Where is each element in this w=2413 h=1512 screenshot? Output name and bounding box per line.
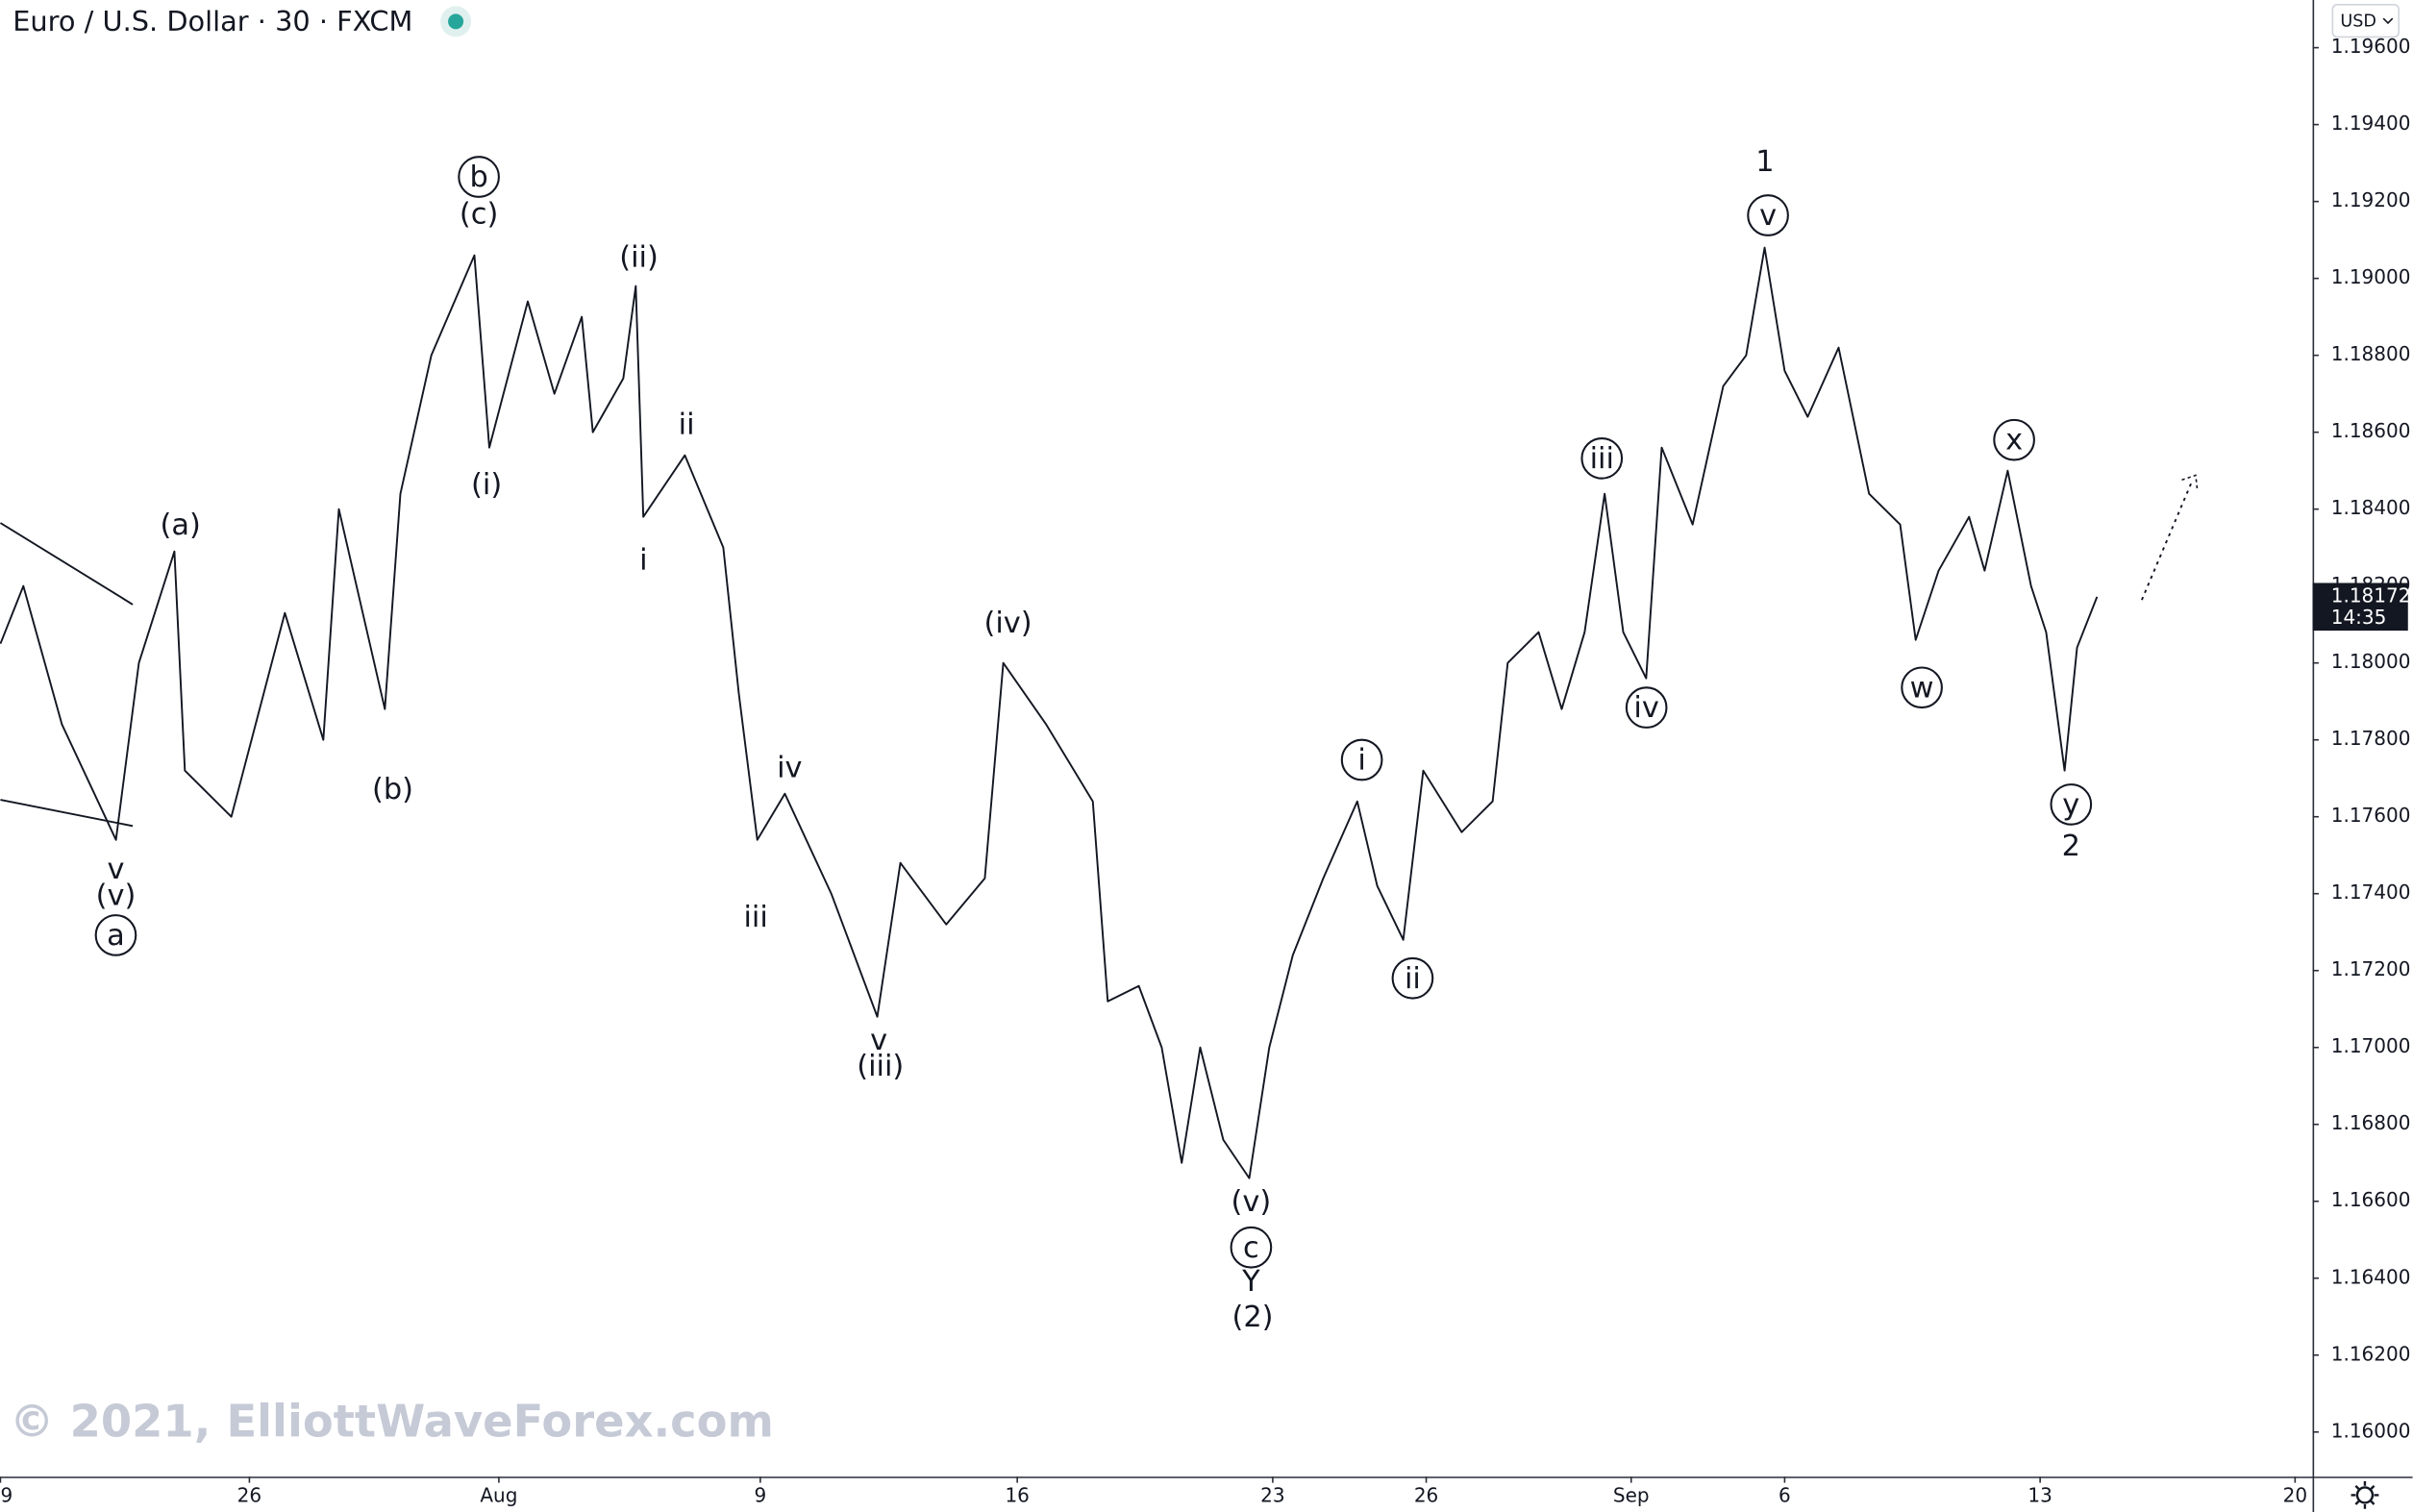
wave-label: v bbox=[1759, 199, 1777, 233]
y-tick-label: 1.16400 bbox=[2331, 1265, 2411, 1288]
chart-title: Euro / U.S. Dollar · 30 · FXCM bbox=[12, 5, 412, 37]
trendline bbox=[0, 799, 134, 828]
y-tick-label: 1.16000 bbox=[2331, 1419, 2411, 1442]
wave-circle bbox=[1580, 437, 1624, 480]
wave-label: (i) bbox=[471, 468, 502, 502]
currency-label[interactable]: USD bbox=[2340, 12, 2376, 31]
wave-label: a bbox=[107, 919, 125, 953]
y-tick-label: 1.19200 bbox=[2331, 188, 2411, 211]
settings-gear[interactable] bbox=[2351, 1480, 2379, 1509]
currency-button[interactable] bbox=[2331, 4, 2400, 38]
wave-label: ii bbox=[679, 409, 695, 442]
y-tick-label: 1.19600 bbox=[2331, 35, 2411, 58]
price-line bbox=[0, 246, 2099, 1179]
projection-arrow bbox=[2141, 479, 2194, 601]
wave-label: (2) bbox=[1231, 1301, 1273, 1334]
wave-label: i bbox=[639, 544, 647, 578]
wave-circle bbox=[1391, 956, 1434, 1000]
wave-circle bbox=[1340, 738, 1383, 781]
wave-label: iv bbox=[1633, 691, 1658, 725]
wave-circle bbox=[1230, 1226, 1273, 1269]
wave-label: (a) bbox=[160, 508, 200, 542]
wave-circle bbox=[1993, 418, 2035, 461]
x-tick-label: 13 bbox=[2027, 1483, 2052, 1506]
status-dot bbox=[448, 13, 464, 30]
wave-label: iv bbox=[777, 752, 802, 785]
trendline bbox=[0, 522, 134, 606]
wave-label: y bbox=[2062, 788, 2079, 822]
x-tick-label: 6 bbox=[1779, 1483, 1791, 1506]
price-tag bbox=[2312, 582, 2408, 632]
title-background bbox=[6, 3, 472, 43]
y-tick-label: 1.16200 bbox=[2331, 1342, 2411, 1365]
wave-label: 2 bbox=[2062, 830, 2080, 863]
x-tick-label: 20 bbox=[2283, 1483, 2307, 1506]
wave-circle bbox=[1901, 666, 1943, 709]
gear-ring[interactable] bbox=[2355, 1486, 2375, 1504]
wave-circle bbox=[94, 914, 137, 956]
wave-label: w bbox=[1910, 671, 1934, 705]
projection-arrowhead bbox=[2181, 474, 2199, 489]
wave-label: (ii) bbox=[619, 240, 659, 274]
y-tick-label: 1.18400 bbox=[2331, 496, 2411, 519]
y-tick-label: 1.17600 bbox=[2331, 804, 2411, 827]
price-tag-countdown: 14:35 bbox=[2331, 606, 2387, 629]
wave-label: (b) bbox=[372, 773, 413, 806]
wave-circle bbox=[458, 156, 500, 198]
wave-label: (iii) bbox=[857, 1050, 904, 1083]
wave-label: x bbox=[2005, 424, 2023, 458]
x-tick-label: 26 bbox=[1414, 1483, 1438, 1506]
y-tick-label: 1.17400 bbox=[2331, 880, 2411, 904]
wave-label: i bbox=[1357, 744, 1365, 778]
wave-circle bbox=[1625, 686, 1668, 729]
y-tick-label: 1.18800 bbox=[2331, 342, 2411, 365]
gear-teeth[interactable] bbox=[2351, 1480, 2379, 1509]
x-tick-label: 26 bbox=[237, 1483, 261, 1506]
wave-label: iii bbox=[1590, 442, 1614, 476]
x-tick-label: Sep bbox=[1613, 1483, 1650, 1506]
wave-label: Y bbox=[1241, 1265, 1260, 1299]
wave-label: v bbox=[107, 853, 124, 886]
y-tick-label: 1.18600 bbox=[2331, 419, 2411, 442]
x-tick-label: 19 bbox=[0, 1483, 12, 1506]
wave-label: iii bbox=[743, 901, 767, 934]
x-tick-label: Aug bbox=[480, 1483, 517, 1506]
watermark: © 2021, ElliottWaveForex.com bbox=[10, 1395, 774, 1447]
wave-label: (iv) bbox=[983, 607, 1032, 640]
wave-label: (c) bbox=[460, 198, 498, 232]
price-tag-value: 1.18172 bbox=[2331, 583, 2411, 607]
wave-label: ii bbox=[1405, 962, 1421, 996]
wave-label: (v) bbox=[96, 879, 137, 912]
wave-label: v bbox=[870, 1024, 887, 1057]
y-tick-label: 1.17000 bbox=[2331, 1034, 2411, 1057]
y-tick-label: 1.18000 bbox=[2331, 650, 2411, 673]
wave-circle bbox=[1747, 194, 1789, 236]
y-tick-label: 1.16800 bbox=[2331, 1111, 2411, 1134]
x-tick-label: 9 bbox=[755, 1483, 767, 1506]
y-tick-label: 1.17200 bbox=[2331, 957, 2411, 980]
wave-label: 1 bbox=[1755, 145, 1774, 179]
y-tick-label: 1.19400 bbox=[2331, 112, 2411, 135]
wave-label: (v) bbox=[1231, 1185, 1272, 1219]
x-tick-label: 23 bbox=[1260, 1483, 1284, 1506]
wave-circle bbox=[2050, 783, 2093, 826]
currency-caret[interactable] bbox=[2382, 17, 2394, 25]
x-tick-label: 16 bbox=[1005, 1483, 1029, 1506]
y-tick-label: 1.17800 bbox=[2331, 727, 2411, 750]
y-tick-label: 1.16600 bbox=[2331, 1188, 2411, 1211]
wave-label: b bbox=[469, 161, 487, 194]
wave-label: c bbox=[1243, 1231, 1259, 1265]
y-tick-label: 1.19000 bbox=[2331, 265, 2411, 288]
